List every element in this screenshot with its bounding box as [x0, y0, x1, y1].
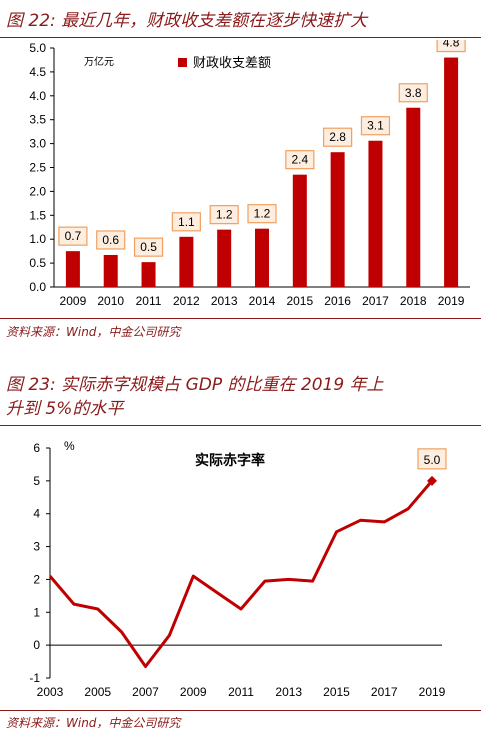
end-label: 5.0 [424, 453, 441, 467]
data-label-box [323, 127, 353, 147]
data-label-box [58, 226, 88, 246]
chart-title: 实际赤字率 [195, 452, 265, 469]
data-label: 0.7 [65, 229, 82, 243]
y-tick-label: 2 [33, 572, 40, 586]
x-tick-label: 2011 [228, 685, 254, 699]
figure-2-title-line-1: 图 23: 实际赤字规模占 GDP 的比重在 2019 年上 [6, 375, 384, 395]
data-label: 1.1 [178, 215, 195, 229]
x-tick-label: 2013 [211, 294, 238, 308]
end-label-box [417, 448, 447, 470]
figure-1-title: 图 22: 最近几年，财政收支差额在逐步快速扩大 [6, 11, 368, 31]
x-tick-label: 2011 [136, 294, 162, 308]
line-chart: -1 0 1 2 3 4 5 6 % 2003 2005 2007 2009 2011 2013 2015 20… [29, 439, 447, 699]
x-tick-label: 2009 [60, 294, 87, 308]
figure-2-source: 资料来源：Wind，中金公司研究 [6, 716, 181, 730]
y-tick-label: 1.5 [29, 208, 46, 222]
x-tick-label: 2015 [323, 685, 350, 699]
bar [217, 229, 232, 287]
x-tick-label: 2014 [249, 294, 276, 308]
data-label-box [171, 212, 201, 232]
y-tick-label: 0.0 [29, 280, 46, 294]
x-tick-label: 2003 [37, 685, 64, 699]
y-tick-label: 6 [33, 441, 40, 455]
y-unit-label: 万亿元 [84, 55, 114, 68]
figure-2-title-rule [0, 425, 481, 426]
y-tick-label: 3 [33, 540, 40, 554]
data-label: 3.8 [405, 86, 422, 100]
x-tick-label: 2017 [362, 294, 389, 308]
data-label: 1.2 [254, 207, 271, 221]
bar [179, 236, 194, 287]
y-tick-label: 4 [33, 507, 40, 521]
y-tick-label: 4.5 [29, 65, 46, 79]
y-tick-label: 0.5 [29, 256, 46, 270]
data-label-box [285, 150, 315, 170]
y-tick-label: 1 [33, 605, 40, 619]
series-line [48, 479, 434, 668]
end-point-marker [427, 475, 437, 486]
data-label-box [133, 237, 164, 257]
y-unit-label: % [64, 439, 75, 453]
figure-2-title-line-2: 升到 5%的水平 [6, 399, 124, 419]
figure-2-source-rule [0, 710, 481, 711]
x-tick-label: 2009 [180, 685, 207, 699]
figure-1-source: 资料来源：Wind，中金公司研究 [6, 325, 181, 339]
y-tick-label: 3.0 [29, 137, 46, 151]
y-tick-label: 5 [33, 474, 40, 488]
x-tick-label: 2005 [84, 685, 111, 699]
figure-1-source-rule [0, 318, 481, 319]
bar [368, 140, 383, 287]
x-tick-label: 2010 [97, 294, 124, 308]
x-tick-label: 2019 [438, 294, 465, 308]
data-label: 0.6 [102, 233, 119, 247]
legend-swatch [178, 58, 187, 67]
data-label-box [398, 83, 428, 103]
x-tick-label: 2015 [286, 294, 313, 308]
bar [141, 262, 156, 287]
bar [444, 57, 459, 287]
bar [292, 174, 307, 287]
bar [103, 254, 118, 287]
data-label: 0.5 [140, 240, 157, 254]
x-tick-label: 2012 [173, 294, 200, 308]
bar [255, 228, 269, 287]
x-tick-label: 2019 [419, 685, 446, 699]
x-tick-label: 2013 [275, 685, 302, 699]
data-label: 1.2 [216, 208, 233, 222]
data-label-box [247, 204, 277, 224]
x-tick-label: 2017 [371, 685, 398, 699]
y-tick-label: 4.0 [29, 89, 46, 103]
y-tick-label: 1.0 [29, 232, 46, 246]
bar [406, 107, 421, 287]
data-label: 4.8 [443, 40, 460, 50]
y-tick-label: 2.0 [29, 184, 46, 198]
data-label: 3.1 [367, 119, 384, 133]
y-tick-label: 2.5 [29, 161, 46, 175]
y-tick-label: 5.0 [29, 41, 46, 55]
y-tick-label: 0 [33, 638, 40, 652]
y-tick-label: 3.5 [29, 113, 46, 127]
x-tick-label: 2018 [400, 294, 427, 308]
legend-label: 财政收支差额 [193, 56, 271, 71]
y-tick-label: -1 [29, 671, 40, 685]
bar [65, 251, 80, 287]
bar [330, 152, 345, 287]
bar-chart: 0.0 0.5 1.0 1.5 2.0 2.5 3.0 3.5 4.0 4.5 5.0 万亿元 财政收支… [29, 40, 470, 308]
data-label-box [96, 230, 126, 250]
data-label-box [360, 116, 391, 136]
data-label-box [209, 205, 239, 225]
data-label: 2.8 [329, 130, 346, 144]
figure-1-title-rule [0, 37, 481, 38]
data-label: 2.4 [291, 153, 308, 167]
x-tick-label: 2016 [324, 294, 351, 308]
x-tick-label: 2007 [132, 685, 159, 699]
data-label-box [436, 40, 466, 53]
